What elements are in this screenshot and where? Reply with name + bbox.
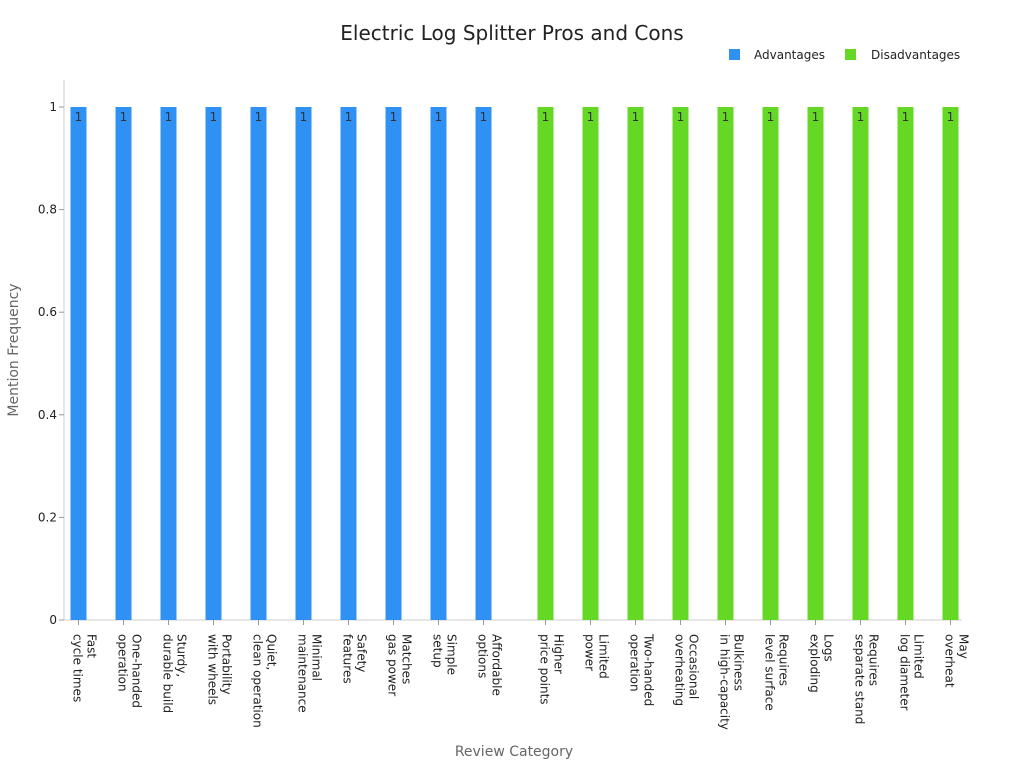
category-label: exploding	[808, 634, 822, 693]
category-label: overheating	[673, 634, 687, 706]
category-label: price points	[538, 634, 552, 705]
legend-label-disadvantages: Disadvantages	[871, 48, 960, 62]
data-label: 1	[345, 110, 353, 124]
data-label: 1	[390, 110, 398, 124]
bar	[430, 107, 447, 620]
category-label: power	[583, 634, 597, 671]
bar	[160, 107, 177, 620]
category-label: May	[957, 634, 971, 659]
category-label: log diameter	[898, 634, 912, 711]
category-label: features	[341, 634, 355, 684]
bar	[807, 107, 824, 620]
bar	[537, 107, 554, 620]
category-label: Minimal	[310, 634, 324, 681]
category-label: separate stand	[853, 634, 867, 724]
data-label: 1	[947, 110, 955, 124]
category-label: Safety	[355, 634, 369, 672]
category-label: overheat	[943, 634, 957, 688]
data-label: 1	[587, 110, 595, 124]
category-label: gas power	[386, 634, 400, 696]
category-label: Portability	[220, 634, 234, 695]
category-label: Higher	[552, 634, 566, 674]
category-label: durable build	[161, 634, 175, 713]
y-tick-label: 0.8	[38, 203, 57, 217]
category-label: options	[476, 634, 490, 678]
data-label: 1	[767, 110, 775, 124]
bar	[852, 107, 869, 620]
category-label: Affordable	[490, 634, 504, 696]
bar	[627, 107, 644, 620]
category-label: Logs	[822, 634, 836, 662]
bar	[582, 107, 599, 620]
legend-swatch-advantages	[729, 49, 740, 60]
category-label: setup	[431, 634, 445, 668]
y-axis-title: Mention Frequency	[6, 283, 22, 416]
data-label: 1	[542, 110, 550, 124]
chart-title: Electric Log Splitter Pros and Cons	[340, 21, 683, 45]
category-label: Simple	[445, 634, 459, 675]
bar	[942, 107, 959, 620]
data-label: 1	[902, 110, 910, 124]
category-label: Matches	[400, 634, 414, 684]
category-label: Two-handed	[642, 633, 656, 706]
bar	[295, 107, 312, 620]
bar	[340, 107, 357, 620]
data-label: 1	[255, 110, 263, 124]
category-label: Limited	[912, 634, 926, 679]
data-label: 1	[210, 110, 218, 124]
category-label: in high-capacity	[718, 634, 732, 730]
bar	[70, 107, 87, 620]
category-label: Quiet,	[265, 634, 279, 670]
bar	[717, 107, 734, 620]
category-label: with wheels	[206, 634, 220, 705]
category-label: One-handed	[130, 634, 144, 708]
data-label: 1	[677, 110, 685, 124]
category-label: Occasional	[687, 634, 701, 699]
category-label: cycle times	[71, 634, 85, 702]
y-tick-label: 0	[49, 613, 57, 627]
category-label: Bulkiness	[732, 634, 746, 691]
data-label: 1	[812, 110, 820, 124]
data-label: 1	[120, 110, 128, 124]
data-label: 1	[480, 110, 488, 124]
category-label: operation	[116, 634, 130, 692]
data-label: 1	[75, 110, 83, 124]
legend-swatch-disadvantages	[845, 49, 856, 60]
data-label: 1	[165, 110, 173, 124]
category-label: clean operation	[251, 634, 265, 728]
category-label: Sturdy,	[175, 634, 189, 677]
bar	[250, 107, 267, 620]
bar	[672, 107, 689, 620]
y-tick-label: 0.2	[38, 510, 57, 524]
bar	[115, 107, 132, 620]
bar	[205, 107, 222, 620]
legend: Advantages Disadvantages	[729, 48, 960, 62]
category-label: level surface	[763, 634, 777, 711]
data-label: 1	[300, 110, 308, 124]
data-label: 1	[632, 110, 640, 124]
category-label: Limited	[597, 634, 611, 679]
y-tick-label: 1	[49, 100, 57, 114]
bar	[385, 107, 402, 620]
category-label: operation	[628, 634, 642, 692]
bar	[475, 107, 492, 620]
bar	[762, 107, 779, 620]
category-label: maintenance	[296, 634, 310, 713]
category-label: Requires	[867, 634, 881, 686]
legend-label-advantages: Advantages	[754, 48, 825, 62]
category-label: Requires	[777, 634, 791, 686]
y-tick-label: 0.4	[38, 408, 57, 422]
data-label: 1	[435, 110, 443, 124]
x-axis-title: Review Category	[455, 744, 573, 760]
y-tick-label: 0.6	[38, 305, 57, 319]
bar	[897, 107, 914, 620]
category-label: Fast	[85, 634, 99, 658]
data-label: 1	[857, 110, 865, 124]
data-label: 1	[722, 110, 730, 124]
